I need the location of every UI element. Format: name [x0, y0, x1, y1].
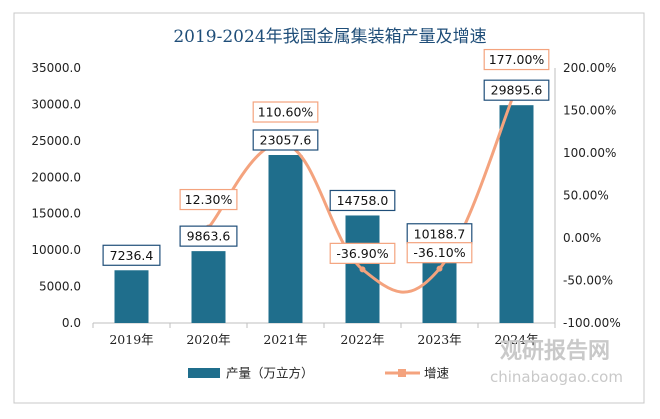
- x-tick-label: 2019年: [109, 332, 153, 347]
- bar-value-label-text: 7236.4: [110, 248, 154, 263]
- chart-border: [13, 12, 645, 404]
- y-right-tick-label: 50.00%: [563, 189, 609, 203]
- bar-value-label: 23057.6: [252, 129, 319, 151]
- legend-line-label: 增速: [424, 366, 450, 381]
- watermark: 观研报告网 chinabaogao.com: [490, 339, 623, 386]
- bar: [191, 251, 226, 323]
- y-left-tick-label: 20000.0: [31, 170, 81, 184]
- y-right-tick-label: -50.00%: [563, 274, 613, 288]
- bar-value-label: 7236.4: [102, 244, 161, 266]
- growth-line-point: [359, 266, 366, 273]
- legend-line-marker: [398, 369, 406, 377]
- legend-bar-swatch: [188, 368, 220, 378]
- y-left-tick-label: 35000.0: [31, 61, 81, 75]
- growth-value-label: -36.90%: [329, 242, 396, 264]
- y-left-tick-label: 0.0: [62, 316, 81, 330]
- chart-title: 2019-2024年我国金属集装箱产量及增速: [173, 27, 486, 47]
- axes: 0.0 5000.0 10000.0 15000.0 20000.0 25000.0 300…: [31, 61, 620, 347]
- x-tick-label: 2023年: [417, 332, 461, 347]
- bar-value-label-text: 23057.6: [260, 133, 312, 148]
- bar-value-label-text: 14758.0: [337, 193, 389, 208]
- x-tick-label: 2024年: [494, 332, 538, 347]
- growth-value-label-text: 110.60%: [258, 105, 314, 120]
- bar-value-label: 14758.0: [329, 189, 396, 212]
- growth-value-label: 12.30%: [179, 188, 238, 211]
- y-right-tick-label: 100.00%: [563, 146, 616, 160]
- watermark-url: chinabaogao.com: [490, 368, 623, 386]
- bar: [114, 270, 149, 323]
- y-right-tick-label: -100.00%: [563, 316, 621, 330]
- watermark-text: 观研报告网: [500, 339, 610, 364]
- legend-bar-label: 产量（万立方）: [226, 366, 314, 381]
- growth-value-label-box: [406, 242, 473, 264]
- bars: [114, 105, 534, 323]
- y-left-tick-label: 15000.0: [31, 207, 81, 221]
- growth-value-label-box: [329, 242, 396, 264]
- growth-value-label-text: -36.10%: [413, 245, 465, 260]
- growth-value-label-box: [179, 188, 238, 211]
- y-right-tick-label: 0.00%: [563, 231, 601, 245]
- bar: [499, 105, 534, 323]
- bar-value-label-box: [483, 79, 550, 101]
- growth-value-label-text: -36.90%: [336, 246, 388, 261]
- bar-value-label: 10188.7: [406, 223, 473, 245]
- data-labels: 7236.4 9863.6 23057.6 14758.0 10188.7 29895.6…: [102, 48, 550, 266]
- y-right-tick-label: 200.00%: [563, 61, 616, 75]
- growth-value-label: -36.10%: [406, 242, 473, 264]
- bar-value-label-text: 9863.6: [187, 229, 231, 244]
- bar: [268, 155, 303, 323]
- growth-value-label-text: 177.00%: [489, 52, 545, 67]
- y-left-tick-label: 5000.0: [39, 280, 81, 294]
- growth-value-label-box: [252, 101, 319, 123]
- bar-value-label-box: [102, 244, 161, 266]
- legend: 产量（万立方） 增速: [188, 366, 450, 381]
- growth-value-label: 177.00%: [483, 48, 550, 71]
- bar-value-label: 9863.6: [179, 225, 238, 247]
- y-right-tick-label: 150.00%: [563, 104, 616, 118]
- bar-value-label-text: 10188.7: [414, 226, 466, 241]
- x-tick-label: 2020年: [186, 332, 230, 347]
- bar-value-label: 29895.6: [483, 79, 550, 101]
- y-left-tick-label: 30000.0: [31, 97, 81, 111]
- growth-value-label-text: 12.30%: [185, 192, 233, 207]
- y-left-tick-label: 10000.0: [31, 243, 81, 257]
- bar-value-label-box: [179, 225, 238, 247]
- bar-value-label-box: [252, 129, 319, 151]
- x-tick-label: 2022年: [340, 332, 384, 347]
- growth-value-label-box: [483, 48, 550, 71]
- growth-line-point: [436, 265, 443, 272]
- y-left-tick-label: 25000.0: [31, 134, 81, 148]
- bar-value-label-box: [329, 189, 396, 212]
- growth-value-label: 110.60%: [252, 101, 319, 123]
- bar-value-label-text: 29895.6: [491, 83, 543, 98]
- x-tick-label: 2021年: [263, 332, 307, 347]
